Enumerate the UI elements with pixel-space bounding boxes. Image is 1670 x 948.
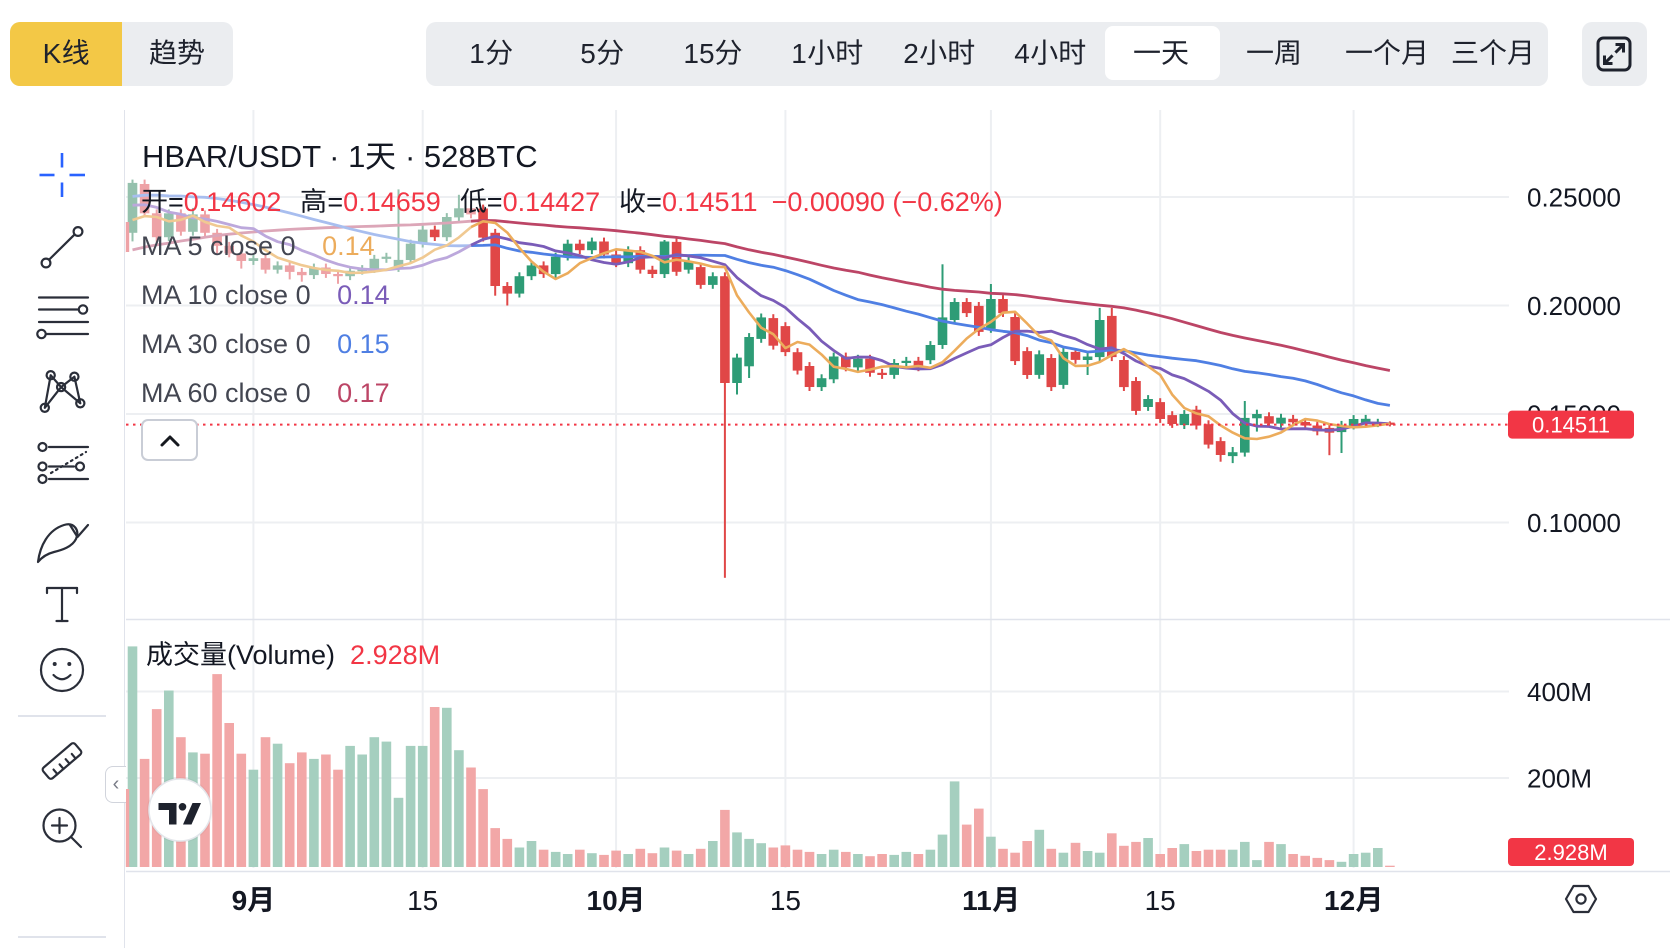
svg-text:2.928M: 2.928M	[1534, 840, 1607, 865]
svg-text:0.20000: 0.20000	[1527, 291, 1621, 321]
svg-text:200M: 200M	[1527, 763, 1592, 793]
svg-text:0.14511: 0.14511	[1532, 413, 1610, 438]
svg-text:0.10000: 0.10000	[1527, 508, 1621, 538]
svg-text:0.25000: 0.25000	[1527, 182, 1621, 212]
svg-text:400M: 400M	[1527, 677, 1592, 707]
